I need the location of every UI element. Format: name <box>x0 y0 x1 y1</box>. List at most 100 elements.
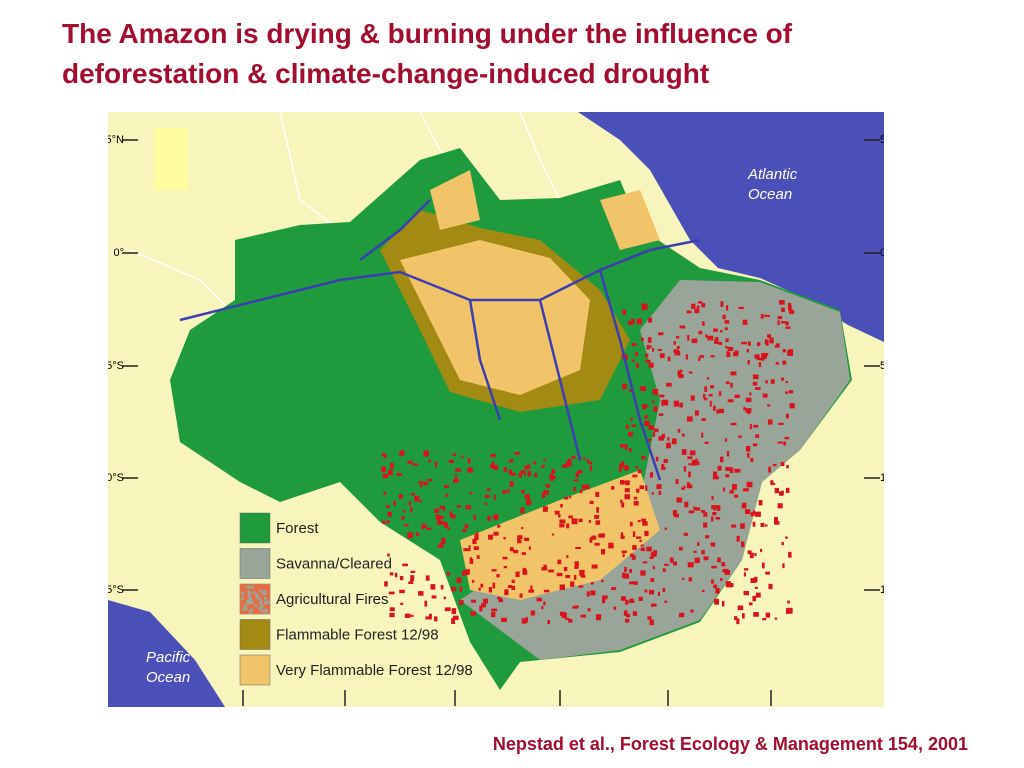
fire-dot <box>681 449 687 455</box>
fire-dot <box>528 589 535 593</box>
fire-dot <box>521 618 527 624</box>
very-flammable-region <box>460 470 660 600</box>
fire-dot <box>435 514 441 520</box>
fire-dot <box>767 419 773 425</box>
fire-dot <box>679 325 686 329</box>
fire-dot <box>628 431 633 437</box>
fire-dot <box>509 547 514 552</box>
fire-dot <box>671 438 677 445</box>
fire-dot <box>715 587 720 594</box>
fire-dot <box>423 481 428 486</box>
fire-dot <box>673 349 679 353</box>
ocean-label: Atlantic <box>747 166 798 183</box>
fire-dot <box>656 484 662 490</box>
fire-dot <box>695 458 698 461</box>
fire-dot <box>255 593 259 597</box>
fire-dot <box>507 488 510 493</box>
fire-dot <box>743 572 746 577</box>
fire-dot <box>530 610 536 616</box>
fire-dot <box>383 453 387 459</box>
fire-dot <box>418 481 424 484</box>
fire-dot <box>601 597 606 604</box>
fire-dot <box>638 596 643 601</box>
fire-dot <box>636 488 640 493</box>
fire-dot <box>708 393 713 397</box>
fire-dot <box>586 458 589 463</box>
fire-dot <box>527 471 532 477</box>
fire-dot <box>536 597 543 602</box>
fire-dot <box>664 600 668 603</box>
fire-dot <box>705 535 710 539</box>
fire-dot <box>781 377 784 381</box>
fire-dot <box>724 438 728 442</box>
fire-dot <box>659 353 665 358</box>
fire-dot <box>683 465 687 472</box>
fire-dot <box>696 461 700 466</box>
fire-dot <box>407 532 413 539</box>
fire-dot <box>513 549 519 554</box>
fire-dot <box>624 566 627 572</box>
fire-dot <box>452 453 456 456</box>
fire-dot <box>645 359 651 363</box>
fire-dot <box>497 524 501 528</box>
fire-dot <box>590 582 594 585</box>
fire-dot <box>661 463 665 470</box>
fire-dot <box>673 513 679 518</box>
fire-dot <box>494 514 499 520</box>
fire-dot <box>575 546 581 549</box>
fire-dot <box>622 383 627 390</box>
fire-dot <box>715 336 719 341</box>
fire-dot <box>383 491 386 496</box>
fire-dot <box>491 569 497 572</box>
fire-dot <box>717 465 722 471</box>
fire-dot <box>554 510 560 515</box>
fire-dot <box>673 561 677 566</box>
fire-dot <box>687 334 690 341</box>
fire-dot <box>691 303 696 309</box>
fire-dot <box>423 524 427 529</box>
fire-dot <box>779 300 785 305</box>
fire-dot <box>481 603 486 608</box>
fire-dot <box>501 617 507 623</box>
fire-dot <box>578 518 583 523</box>
fire-dot <box>761 357 765 361</box>
fire-dot <box>774 521 780 525</box>
pacific-ocean <box>108 600 225 707</box>
fire-dot <box>631 424 636 427</box>
fire-dot <box>439 515 444 519</box>
fire-dot <box>473 546 480 550</box>
fire-dot <box>258 599 262 603</box>
fire-dot <box>786 413 789 419</box>
fire-dot <box>685 354 688 360</box>
fire-dot <box>399 575 404 581</box>
fire-dot <box>703 556 709 561</box>
fire-dot <box>439 505 445 509</box>
fire-dot <box>720 301 724 307</box>
fire-dot <box>611 587 617 591</box>
fire-dot <box>765 612 771 618</box>
fire-dot <box>645 485 648 491</box>
fire-dot <box>703 522 708 528</box>
fire-dot <box>393 500 396 506</box>
fire-dot <box>611 486 615 490</box>
fire-dot <box>387 553 390 557</box>
fire-dot <box>657 348 662 352</box>
fire-dot <box>701 432 704 438</box>
fire-dot <box>543 589 550 593</box>
fire-dot <box>588 520 592 523</box>
latitude-label: 5°S <box>108 360 124 372</box>
fire-dot <box>731 524 737 528</box>
fire-dot <box>264 600 268 604</box>
fire-dot <box>629 521 633 527</box>
fire-dot <box>754 387 761 390</box>
fire-dot <box>578 585 584 588</box>
fire-dot <box>752 521 756 527</box>
legend-label: Flammable Forest 12/98 <box>276 626 439 643</box>
fire-dot <box>705 334 708 338</box>
fire-dot <box>488 587 493 593</box>
fire-dot <box>650 603 657 607</box>
fire-dot <box>734 616 738 621</box>
latitude-label: 5°N <box>108 134 124 146</box>
fire-dot <box>250 601 254 605</box>
fire-dot <box>250 608 254 612</box>
